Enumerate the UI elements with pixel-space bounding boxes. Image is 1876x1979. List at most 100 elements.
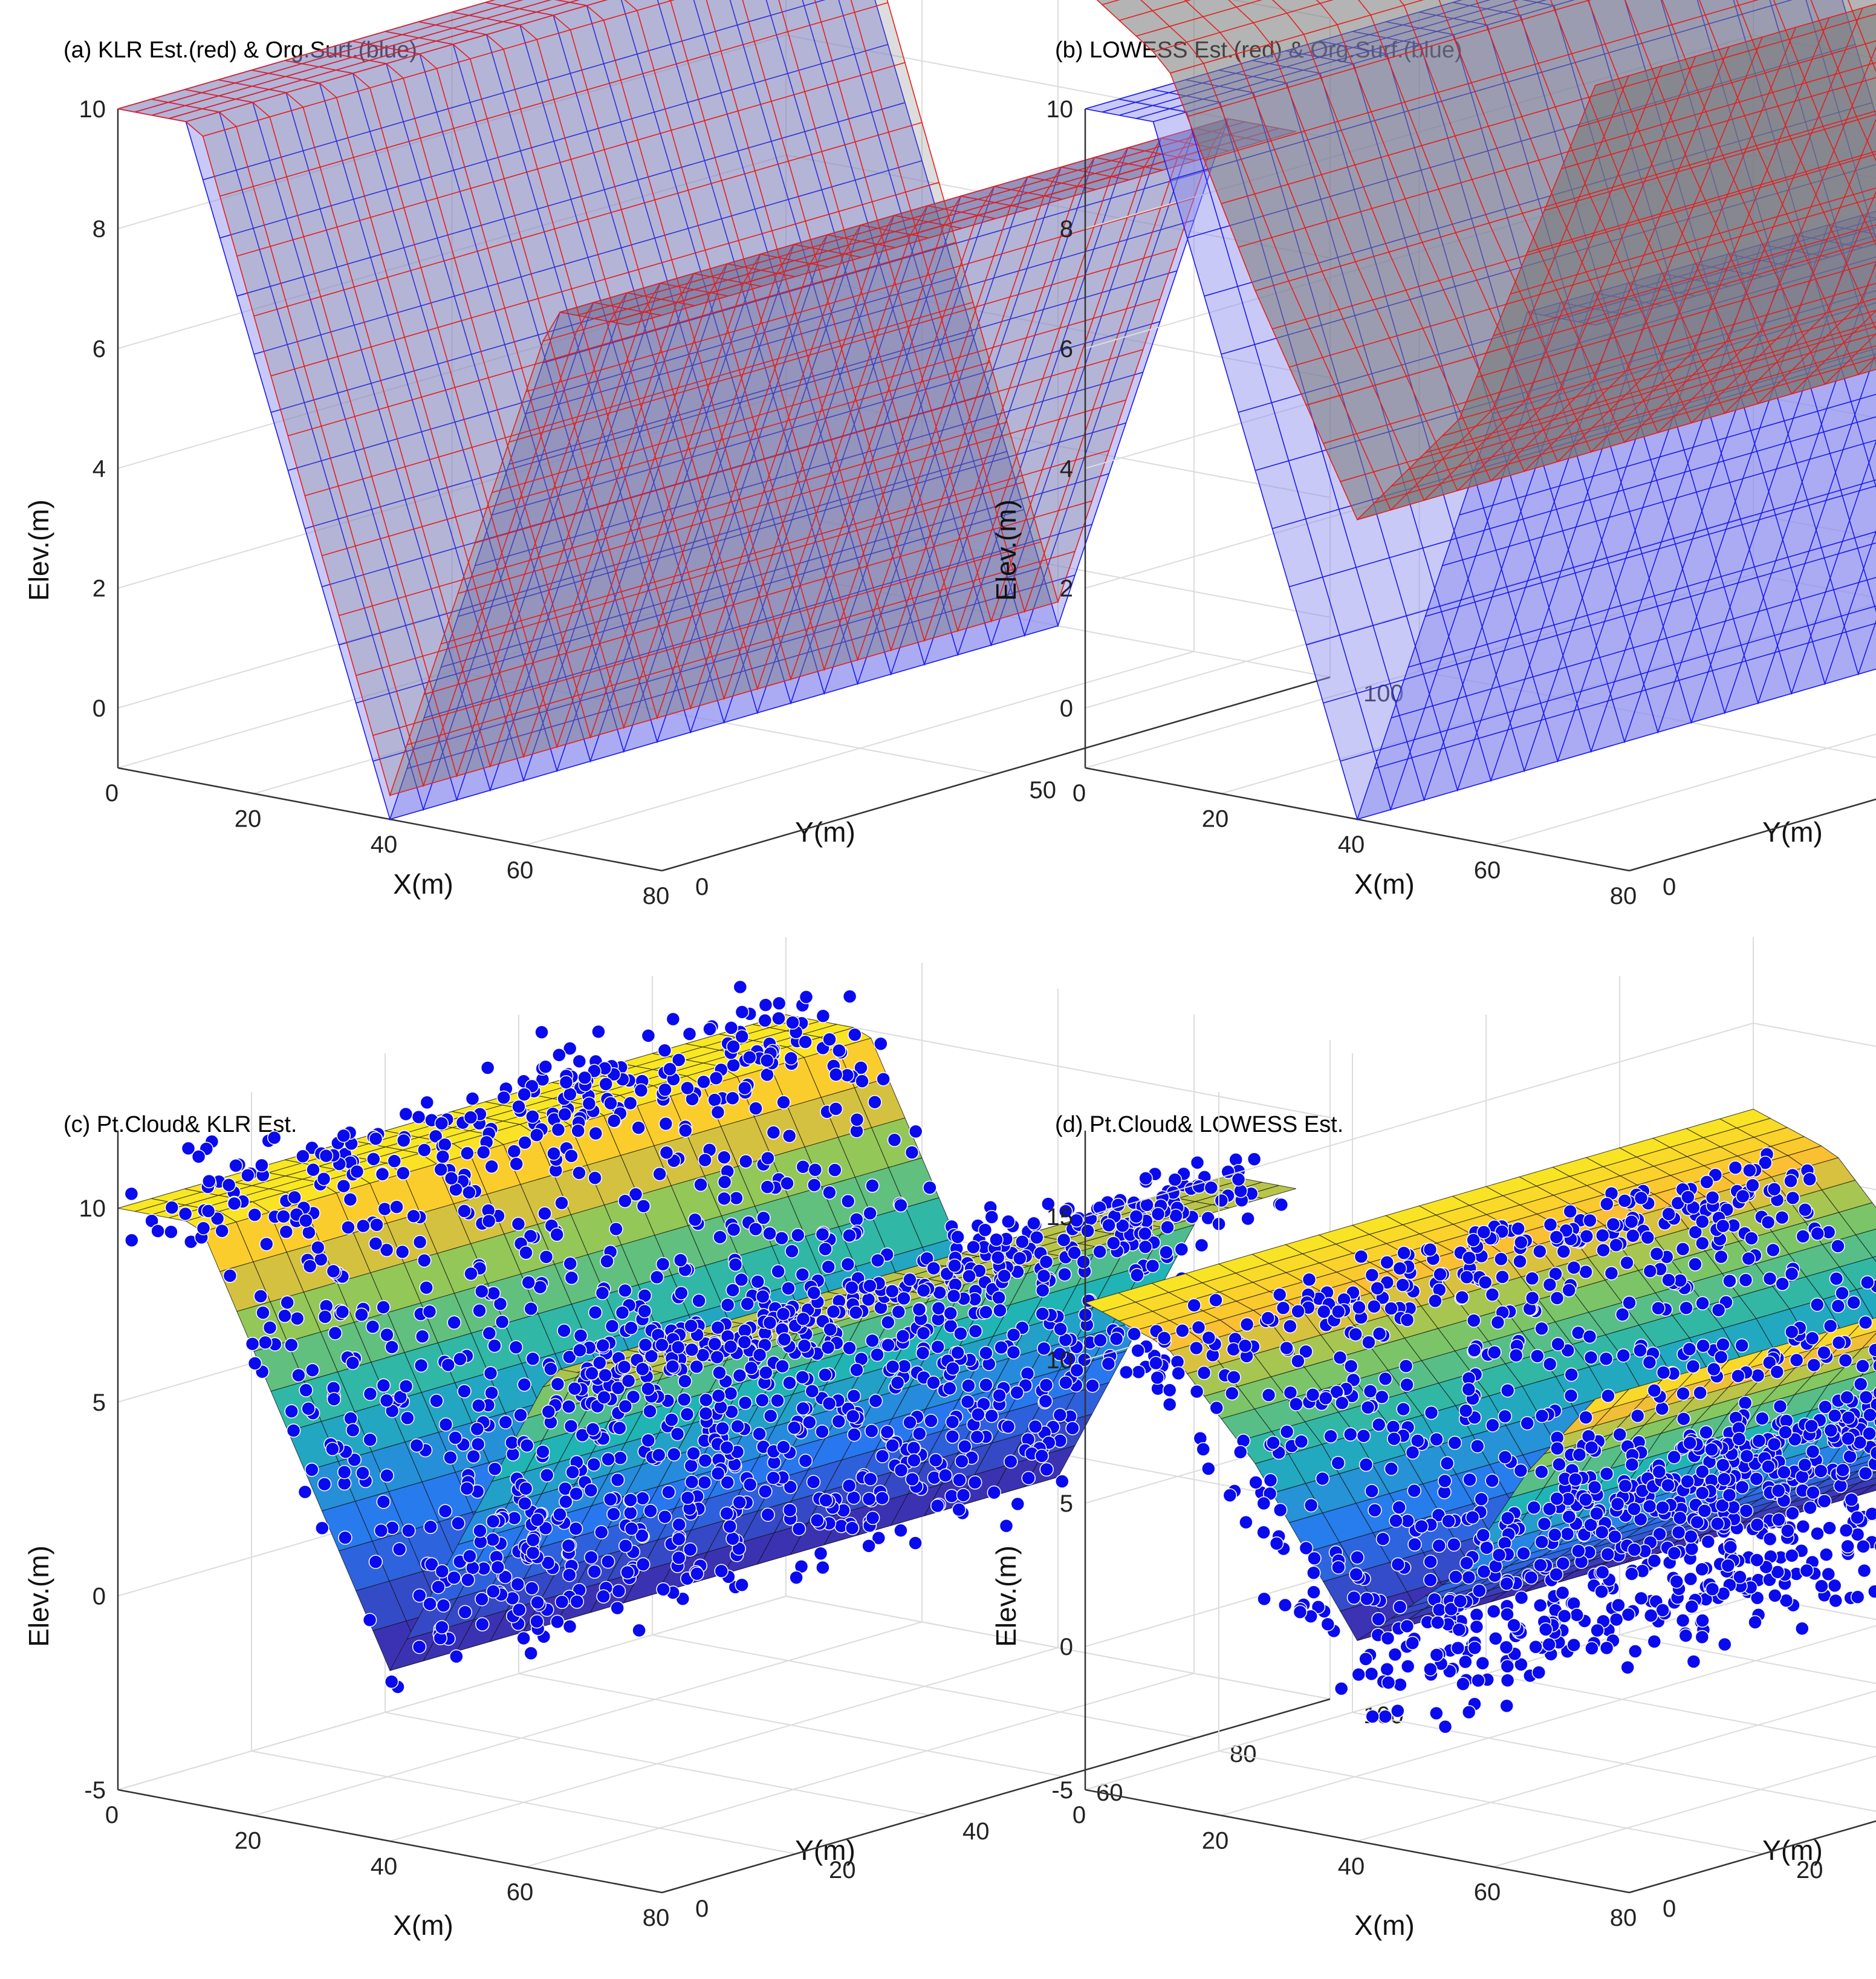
data-point [1500, 1673, 1515, 1688]
data-point [1599, 1466, 1614, 1481]
point-cloud [124, 980, 1289, 1694]
data-point [923, 1180, 937, 1195]
data-point [950, 1345, 965, 1360]
data-point [262, 1320, 278, 1335]
data-point [460, 1146, 475, 1160]
data-point [944, 1489, 959, 1504]
data-point [1750, 1517, 1765, 1532]
data-point [984, 1210, 999, 1224]
data-point [366, 1152, 381, 1166]
data-point [924, 1414, 938, 1428]
data-point [1486, 1604, 1501, 1619]
data-point [615, 1305, 630, 1320]
data-point [1686, 1359, 1701, 1374]
estimated-surface-mesh-strip [1408, 322, 1876, 470]
data-point [498, 1415, 513, 1429]
estimated-surface-mesh-gridline [554, 0, 1029, 681]
data-point [470, 1437, 485, 1452]
data-point [1675, 1241, 1690, 1256]
data-point [1119, 1365, 1134, 1380]
data-point [1065, 1421, 1080, 1435]
data-point [1320, 1617, 1336, 1631]
data-point [999, 1518, 1014, 1533]
data-point [1796, 1229, 1810, 1244]
estimated-surface-mesh-gridline [814, 0, 1230, 623]
data-point [870, 1347, 884, 1362]
data-point [725, 1091, 740, 1105]
gridline-z [117, 34, 1331, 230]
original-surface-mesh-gridline [251, 70, 762, 782]
data-point [400, 1411, 415, 1425]
data-point [712, 1365, 727, 1380]
data-point [438, 1504, 453, 1518]
data-point [787, 1420, 802, 1435]
data-point [1707, 1362, 1721, 1377]
data-point [1823, 1319, 1838, 1333]
data-point [926, 1261, 941, 1276]
data-point [920, 1251, 934, 1266]
data-point [486, 1286, 501, 1301]
data-point [613, 1451, 628, 1465]
data-point [738, 1396, 753, 1410]
original-surface-mesh-gridline [802, 0, 1230, 647]
data-point [840, 1257, 855, 1272]
data-point [1628, 1644, 1643, 1659]
data-point [1424, 1405, 1439, 1420]
original-surface-mesh-strip [1323, 542, 1876, 761]
data-point [343, 1192, 358, 1207]
data-point [1620, 1255, 1634, 1270]
data-point [796, 1401, 811, 1416]
data-point [777, 1332, 792, 1347]
data-point [978, 1223, 993, 1237]
data-point [466, 1449, 481, 1464]
gridline-x-floor [253, 1621, 923, 1816]
data-point [1414, 1519, 1429, 1534]
estimated-surface-mesh-gridline [1140, 0, 1629, 511]
data-point [472, 1303, 487, 1318]
data-point [732, 1368, 747, 1383]
data-point [962, 1269, 976, 1284]
data-point [807, 1178, 822, 1192]
data-point [1001, 1419, 1016, 1434]
data-point [302, 1259, 317, 1273]
data-point [785, 1244, 799, 1258]
data-point [863, 1472, 878, 1487]
data-point [253, 1289, 268, 1304]
z-tick-label: 2 [1060, 576, 1073, 602]
data-point [894, 1198, 908, 1213]
estimated-surface-mesh-gridline [850, 0, 1263, 614]
data-point [1711, 1303, 1726, 1318]
data-point [508, 1340, 524, 1354]
data-point [375, 1167, 390, 1181]
data-point [1057, 1267, 1072, 1282]
data-point [1348, 1327, 1363, 1342]
gridline-z [117, 154, 1331, 349]
data-point [990, 1250, 1005, 1265]
data-point [821, 1259, 836, 1274]
data-point [1688, 1257, 1702, 1272]
data-point [362, 1613, 377, 1627]
data-point [563, 1087, 577, 1102]
gridline-y-floor [385, 1712, 930, 1816]
data-point [444, 1171, 459, 1186]
data-point [641, 1433, 656, 1448]
data-point [752, 1426, 767, 1441]
data-point [1601, 1388, 1615, 1403]
data-point [493, 1296, 508, 1311]
data-point [946, 1288, 961, 1304]
y-tick-label: 0 [1663, 874, 1676, 900]
data-point [380, 1468, 394, 1483]
data-point [577, 1070, 592, 1085]
data-point [907, 1453, 921, 1467]
data-point [849, 1212, 864, 1227]
data-point [682, 1027, 697, 1041]
data-point [709, 1071, 724, 1085]
data-point [1055, 1474, 1069, 1489]
data-point [868, 1095, 882, 1110]
estimated-surface-mesh-strip [1187, 0, 1758, 160]
panel-d-z-label: Elev.(m) [990, 1545, 1022, 1647]
data-point [1039, 1378, 1054, 1392]
data-point [659, 1145, 674, 1160]
data-point [1531, 1665, 1547, 1680]
estimated-surface-mesh-gridline [1228, 0, 1696, 492]
